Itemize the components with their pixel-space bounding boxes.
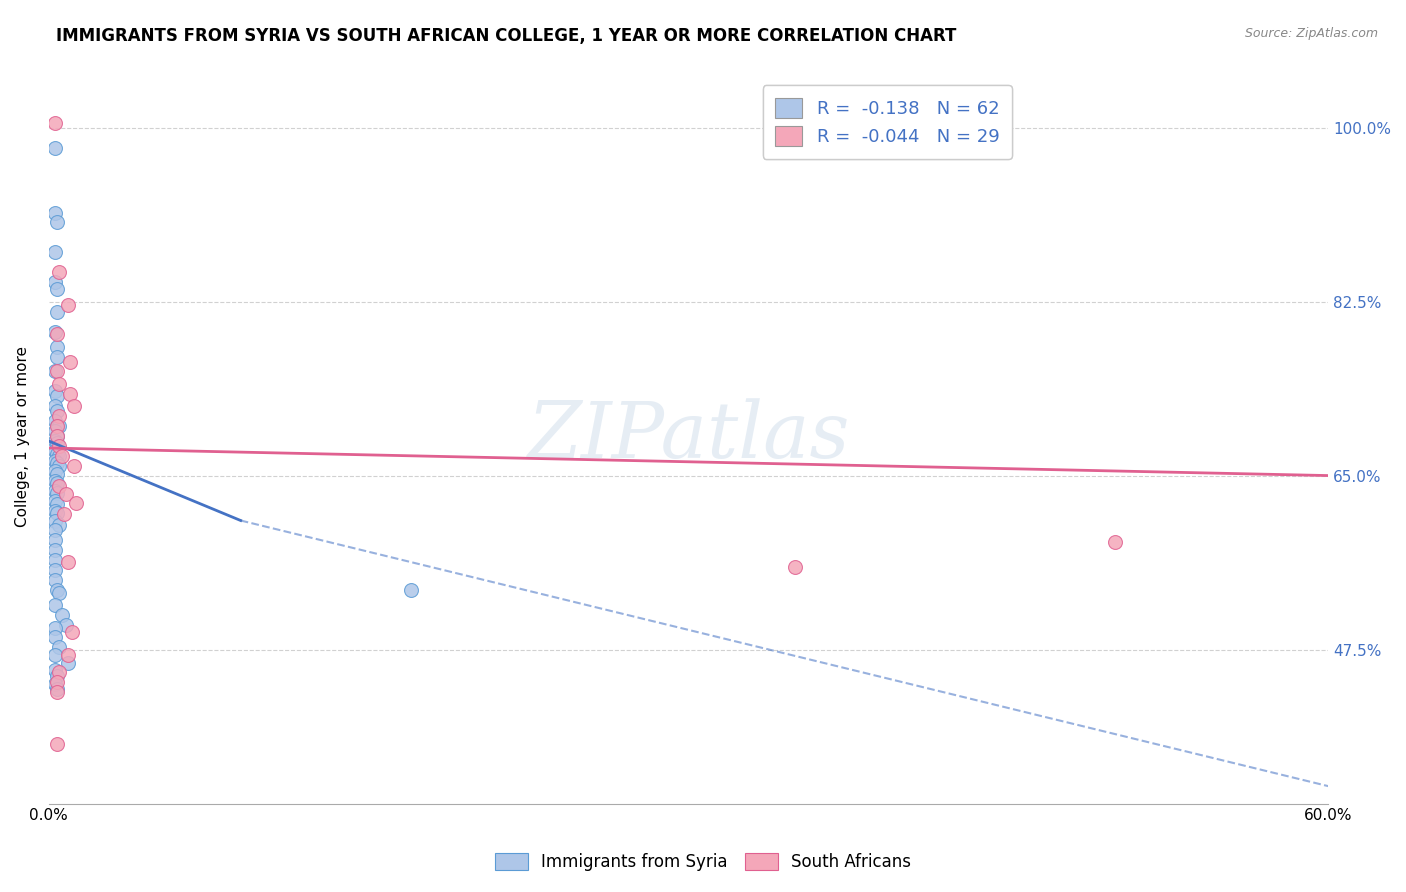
Point xyxy=(46,326,69,341)
Point xyxy=(48,377,70,392)
Point xyxy=(44,563,66,577)
Point xyxy=(44,444,66,458)
Point xyxy=(44,414,66,428)
Point xyxy=(44,434,66,448)
Point xyxy=(48,265,70,279)
Point xyxy=(59,354,82,368)
Point xyxy=(46,497,69,511)
Text: ZIPatlas: ZIPatlas xyxy=(527,398,849,475)
Point xyxy=(46,389,69,403)
Point xyxy=(63,399,86,413)
Y-axis label: College, 1 year or more: College, 1 year or more xyxy=(15,345,30,526)
Point xyxy=(56,555,79,569)
Point xyxy=(46,675,69,690)
Point xyxy=(46,485,69,500)
Point xyxy=(46,419,69,434)
Point xyxy=(48,640,70,654)
Point xyxy=(46,429,69,443)
Point xyxy=(44,424,66,438)
Point xyxy=(44,598,66,612)
Point xyxy=(46,340,69,354)
Point xyxy=(44,648,66,662)
Point xyxy=(44,275,66,289)
Point xyxy=(44,474,66,488)
Point xyxy=(46,436,69,450)
Point xyxy=(46,467,69,481)
Point xyxy=(48,409,70,424)
Point xyxy=(46,685,69,699)
Point xyxy=(46,506,69,520)
Point xyxy=(65,495,87,509)
Point xyxy=(46,419,69,434)
Point xyxy=(55,617,77,632)
Point xyxy=(46,350,69,364)
Point xyxy=(44,399,66,413)
Point xyxy=(48,518,70,533)
Point xyxy=(52,507,75,521)
Point xyxy=(48,458,70,473)
Point xyxy=(48,419,70,434)
Point xyxy=(44,514,66,528)
Point xyxy=(46,215,69,229)
Point xyxy=(44,503,66,517)
Point xyxy=(46,475,69,490)
Point xyxy=(46,305,69,319)
Point xyxy=(46,737,69,751)
Point xyxy=(44,543,66,558)
Point xyxy=(51,607,73,622)
Point xyxy=(56,648,79,662)
Point xyxy=(48,439,70,453)
Point xyxy=(399,582,422,597)
Point xyxy=(44,630,66,644)
Point xyxy=(48,665,70,680)
Point xyxy=(44,573,66,587)
Point xyxy=(44,677,66,691)
Point xyxy=(63,458,86,473)
Point xyxy=(51,449,73,463)
Point xyxy=(48,479,70,493)
Text: Source: ZipAtlas.com: Source: ZipAtlas.com xyxy=(1244,27,1378,40)
Point xyxy=(48,449,70,463)
Point xyxy=(44,325,66,339)
Point xyxy=(46,669,69,683)
Point xyxy=(59,387,82,401)
Point xyxy=(44,533,66,548)
Point xyxy=(56,656,79,670)
Point xyxy=(44,524,66,538)
Point xyxy=(46,582,69,597)
Point xyxy=(60,624,83,639)
Point xyxy=(44,364,66,378)
Point xyxy=(46,456,69,470)
Point xyxy=(46,447,69,461)
Point xyxy=(44,245,66,260)
Point xyxy=(55,486,77,500)
Point xyxy=(46,364,69,378)
Point xyxy=(46,429,69,443)
Point xyxy=(44,141,66,155)
Point xyxy=(46,682,69,697)
Point xyxy=(44,384,66,399)
Point xyxy=(48,586,70,600)
Point xyxy=(44,116,66,130)
Point xyxy=(44,621,66,635)
Point xyxy=(46,282,69,296)
Point xyxy=(56,298,79,312)
Point xyxy=(44,205,66,219)
Point xyxy=(44,553,66,567)
Text: IMMIGRANTS FROM SYRIA VS SOUTH AFRICAN COLLEGE, 1 YEAR OR MORE CORRELATION CHART: IMMIGRANTS FROM SYRIA VS SOUTH AFRICAN C… xyxy=(56,27,956,45)
Point xyxy=(44,493,66,508)
Point xyxy=(44,663,66,677)
Point xyxy=(44,454,66,468)
Point xyxy=(783,560,806,574)
Point xyxy=(44,483,66,498)
Point xyxy=(46,404,69,418)
Point xyxy=(1104,535,1126,549)
Point xyxy=(44,464,66,478)
Legend: R =  -0.138   N = 62, R =  -0.044   N = 29: R = -0.138 N = 62, R = -0.044 N = 29 xyxy=(762,85,1012,159)
Legend: Immigrants from Syria, South Africans: Immigrants from Syria, South Africans xyxy=(486,845,920,880)
